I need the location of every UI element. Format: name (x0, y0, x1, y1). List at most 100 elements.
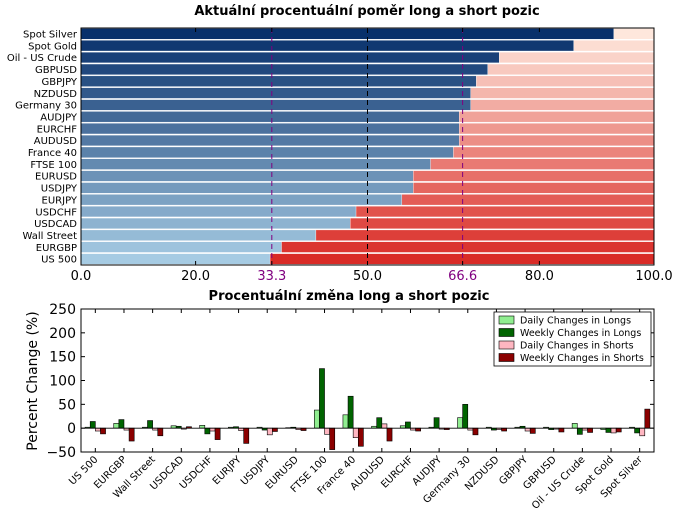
change-bar (324, 427, 330, 435)
top-category-label: Spot Gold (28, 41, 77, 52)
change-bar (357, 427, 364, 447)
top-category-label: NZDUSD (34, 89, 78, 100)
x-tick-label: 66.6 (448, 269, 477, 284)
short-bar (459, 123, 655, 135)
change-bar (415, 427, 422, 432)
bottom-category-label: EURJPY (211, 454, 244, 487)
change-bar (376, 417, 383, 429)
short-bar (613, 28, 655, 40)
change-bar (571, 423, 578, 429)
y-tick-label: 100 (49, 374, 76, 390)
top-category-label: AUDJPY (40, 112, 78, 123)
change-bar (199, 425, 206, 429)
long-bar (80, 75, 477, 87)
short-bar (573, 40, 655, 52)
top-category-label: FTSE 100 (30, 160, 77, 171)
legend-swatch (498, 353, 515, 362)
change-bar (605, 427, 612, 433)
y-tick-label: 50 (58, 397, 76, 413)
change-bar (89, 421, 96, 429)
change-bar (204, 427, 211, 435)
change-bar (113, 423, 120, 429)
short-bar (499, 52, 655, 64)
change-bar (329, 427, 336, 450)
x-tick-label: 20.0 (181, 269, 210, 284)
top-category-label: Oil - US Crude (7, 53, 77, 64)
x-tick-label: 33.3 (257, 269, 286, 284)
top-category-label: AUDUSD (34, 136, 78, 147)
long-bar (80, 134, 460, 146)
change-bar (128, 427, 135, 442)
change-bar (462, 404, 469, 429)
long-bar (80, 87, 471, 99)
short-bar (269, 253, 655, 265)
change-bar (243, 427, 250, 444)
short-bar (476, 75, 655, 87)
long-bar (80, 229, 317, 241)
short-bar (470, 99, 655, 111)
long-bar (80, 99, 471, 111)
short-bar (281, 241, 655, 253)
legend-swatch (498, 340, 515, 350)
change-bar (313, 409, 320, 429)
long-bar (80, 217, 351, 229)
top-category-label: US 500 (41, 255, 77, 266)
short-bar (459, 134, 655, 146)
short-bar (413, 182, 655, 194)
change-bar (433, 417, 440, 429)
change-bar (558, 427, 565, 433)
long-bar (80, 182, 414, 194)
change-bar (209, 427, 216, 432)
legend-box (493, 311, 652, 367)
change-bar (347, 395, 354, 429)
long-bar (80, 146, 454, 158)
change-bar (576, 427, 583, 435)
change-bar (639, 427, 646, 437)
y-tick-label: 250 (49, 302, 76, 318)
change-bar (95, 427, 101, 432)
change-bar (100, 427, 106, 435)
change-bar (634, 427, 640, 434)
change-bar (352, 427, 359, 438)
top-category-label: EURCHF (37, 124, 78, 135)
legend-swatch (498, 328, 515, 337)
change-bar (615, 427, 622, 433)
long-bar (80, 170, 414, 182)
top-category-label: EURJPY (42, 195, 78, 206)
y-tick-label: 150 (49, 350, 76, 366)
bottom-chart-title: Procentuální změna long a short pozic (209, 289, 490, 304)
top-chart: Aktuální procentuální poměr long a short… (7, 4, 673, 284)
top-bars (80, 28, 655, 265)
change-bar (157, 427, 164, 437)
change-bar (610, 427, 617, 434)
short-bar (453, 146, 655, 158)
legend-label: Weekly Changes in Longs (520, 328, 641, 339)
change-bar (472, 427, 479, 436)
change-bar (501, 427, 507, 432)
long-bar (80, 63, 488, 75)
change-bar (214, 427, 221, 440)
change-bar (644, 408, 651, 429)
short-bar (487, 63, 655, 75)
top-category-label: Wall Street (23, 231, 78, 242)
legend-label: Daily Changes in Shorts (520, 341, 634, 352)
y-tick-label: −50 (46, 445, 76, 461)
legend-swatch (498, 315, 515, 325)
change-bar (587, 427, 593, 433)
short-bar (459, 111, 655, 123)
change-bar (319, 368, 325, 429)
top-category-label: Spot Silver (23, 30, 78, 41)
long-bar (80, 241, 282, 253)
change-bar (147, 420, 153, 429)
long-bar (80, 253, 271, 265)
bottom-category-label: EURCHF (379, 454, 415, 490)
top-x-ticks: 0.0 20.0 33.3 50.0 66.6 80.0 100.0 (71, 28, 673, 284)
long-bar (80, 40, 574, 52)
short-bar (350, 217, 655, 229)
change-bar (266, 427, 273, 436)
short-bar (430, 158, 655, 170)
top-chart-title: Aktuální procentuální poměr long a short… (194, 4, 539, 19)
legend-label: Weekly Changes in Shorts (520, 353, 644, 364)
